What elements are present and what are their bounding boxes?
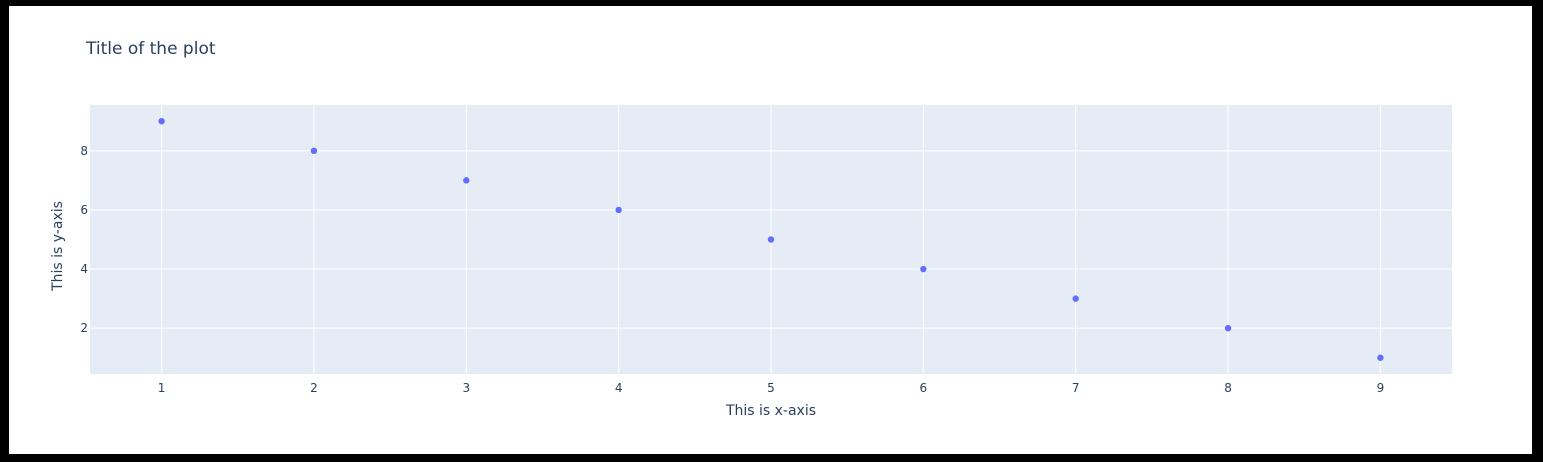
x-tick-label: 2 xyxy=(310,381,318,395)
x-tick-label: 9 xyxy=(1377,381,1385,395)
y-tick-label: 6 xyxy=(80,203,88,217)
y-tick-label: 4 xyxy=(80,262,88,276)
chart-title: Title of the plot xyxy=(85,39,216,59)
chart-frame: Title of the plot 1 2 3 4 5 6 7 8 9 2 4 6 8 This is … xyxy=(9,6,1532,454)
scatter-point[interactable] xyxy=(1072,295,1079,302)
x-tick-label: 3 xyxy=(462,381,470,395)
scatter-point[interactable] xyxy=(463,177,470,184)
scatter-point[interactable] xyxy=(1377,354,1384,361)
x-tick-label: 6 xyxy=(920,381,928,395)
x-tick-label: 5 xyxy=(767,381,775,395)
scatter-point[interactable] xyxy=(615,206,622,214)
x-tick-label: 4 xyxy=(615,381,623,395)
scatter-point[interactable] xyxy=(1224,324,1232,332)
x-tick-label: 7 xyxy=(1072,381,1080,395)
scatter-chart: Title of the plot 1 2 3 4 5 6 7 8 9 2 4 6 8 This is … xyxy=(50,39,1452,419)
scatter-point[interactable] xyxy=(920,265,927,273)
data-points xyxy=(158,118,1384,361)
y-tick-label: 2 xyxy=(80,321,88,335)
x-axis-title: This is x-axis xyxy=(725,403,816,419)
x-tick-label: 8 xyxy=(1224,381,1232,395)
y-tick-label: 8 xyxy=(80,144,88,158)
x-tick-label: 1 xyxy=(158,381,166,395)
scatter-point[interactable] xyxy=(310,147,318,155)
y-axis-title: This is y-axis xyxy=(50,201,66,292)
tick-labels: 1 2 3 4 5 6 7 8 9 2 4 6 8 xyxy=(80,144,1384,395)
scatter-point[interactable] xyxy=(767,236,775,243)
scatter-point[interactable] xyxy=(158,118,165,125)
